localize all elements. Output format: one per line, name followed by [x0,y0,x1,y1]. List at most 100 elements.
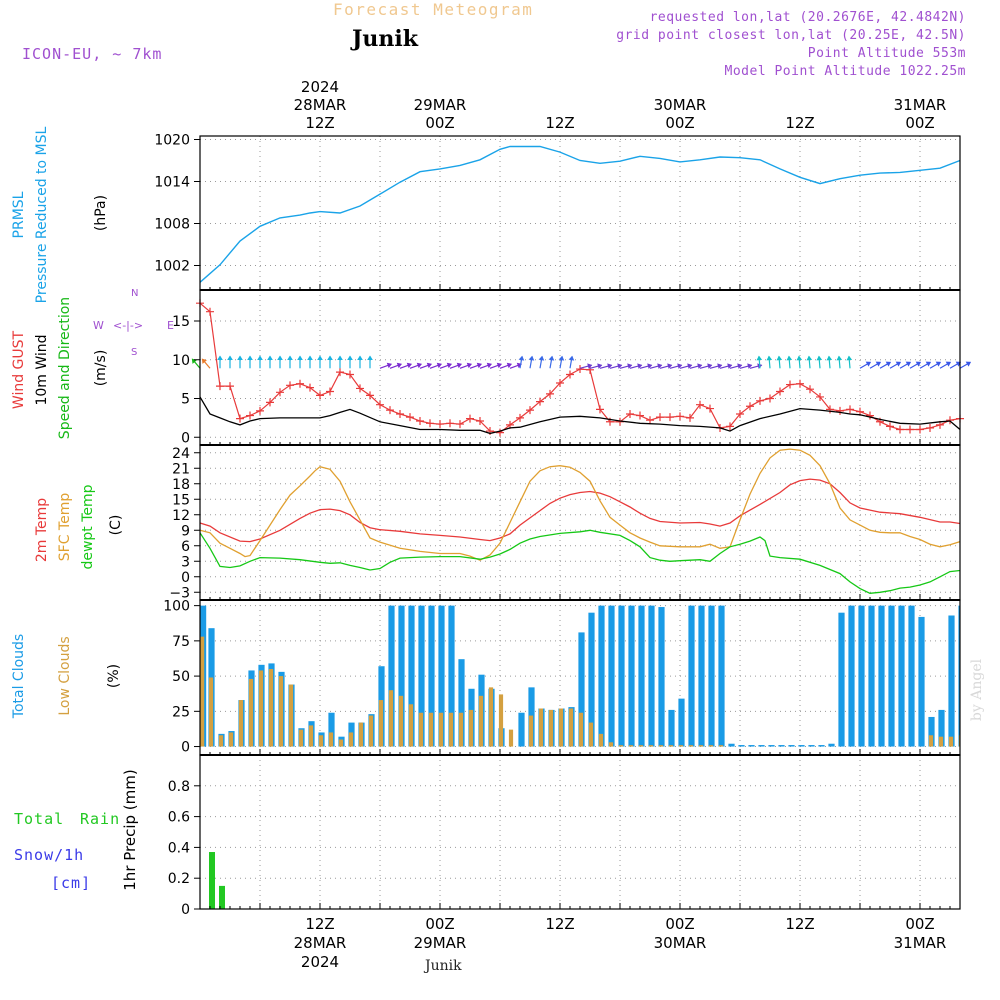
precip-ylabel: 1hr Precip (mm) [121,769,139,891]
total-cloud-bar [718,605,725,747]
gust-marker [726,422,734,431]
wind-direction-arrowhead [607,363,613,369]
total-cloud-bar [648,605,655,747]
prmsl-label: PRMSL [11,191,27,239]
wind-direction-arrowhead [396,362,402,369]
gust-marker [696,400,704,409]
wind-direction-arrowhead [558,355,565,361]
bottom-year-label: 2024 [301,953,339,971]
total-cloud-bar [678,698,685,747]
gust-marker [576,365,584,374]
clouds-ytick-label: 0 [181,740,190,756]
gust-marker [236,414,244,423]
wind-direction-arrowhead [836,355,843,361]
gust-marker [326,387,334,396]
low-cloud-bar [548,709,554,747]
low-cloud-bar [238,700,244,747]
gust-marker [566,370,574,379]
wind-direction-arrowhead [466,362,472,369]
gust-marker [736,410,744,418]
wind-direction-arrowhead [476,362,482,369]
wind-direction-arrowhead [756,355,763,361]
wind-direction-arrowhead [647,363,653,369]
total-cloud-bar [868,605,875,747]
total-cloud-bar [448,605,455,747]
low-cloud-bar [568,708,574,747]
temp-ytick-label: 18 [172,477,190,493]
temp-ytick-label: 9 [181,523,190,539]
gust-marker [386,406,394,415]
clouds-ytick-label: 75 [172,634,190,650]
wind-ytick-label: 15 [172,314,190,330]
gust-marker [436,420,444,429]
wind-direction-arrowhead [386,362,392,369]
gust-marker [456,420,464,429]
low-clouds-label: Low Clouds [57,636,73,716]
wind-direction-arrowhead [327,355,333,361]
precip-frame [199,754,961,910]
prmsl-line [199,145,961,283]
gust-label: Wind GUST [11,330,27,410]
wind-direction-arrowhead [816,355,823,361]
wind-direction-arrowhead [587,363,593,369]
total-cloud-bar [418,605,425,747]
snow-label: Snow/1h [14,846,85,864]
gridpoint-coords: grid point closest lon,lat (20.25E, 42.5… [616,28,966,43]
temp-ytick-label: 0 [181,570,190,586]
total-cloud-bar [588,612,595,747]
clouds-ytick-label: 100 [163,599,190,615]
wind-direction-arrowhead [201,358,207,364]
dewpt-line [199,529,961,594]
wind-direction-arrowhead [317,355,323,361]
low-cloud-bar [288,684,294,747]
wind-direction-arrowhead [496,362,502,369]
low-cloud-bar [248,678,254,747]
wind-direction-arrowhead [875,361,882,367]
temp-ytick-label: 24 [172,446,190,462]
gust-marker [806,385,814,394]
bottom-hour-label: 12Z [545,915,574,933]
total-cloud-bar [458,659,465,747]
low-cloud-bar [258,670,264,747]
low-cloud-bar [228,732,234,747]
wind-direction-arrowhead [806,355,813,361]
total-cloud-bar [798,745,805,747]
gust-marker [206,307,214,316]
low-cloud-bar [378,700,384,747]
low-cloud-bar [708,745,714,747]
wind-direction-arrowhead [227,355,233,361]
wind-direction-arrowhead [247,355,253,361]
gust-marker [346,370,354,379]
sfc-label: SFC Temp [57,492,73,562]
total-cloud-bar [818,745,825,747]
low-cloud-bar [358,722,364,747]
low-cloud-bar [388,690,394,747]
wind-direction-arrowhead [237,355,243,361]
bottom-hour-label: 12Z [305,915,334,933]
wind-direction-arrowhead [945,361,952,367]
total-cloud-bar [438,605,445,747]
top-date-label: 30MAR [654,96,707,114]
pressure-ytick-label: 1002 [154,259,190,275]
temp-ytick-label: 21 [172,461,190,477]
gust-marker [336,368,344,377]
total-cloud-bar [958,605,960,747]
top-date-label: 28MAR [294,96,347,114]
total-cloud-bar [898,605,905,747]
total-cloud-bar [328,712,335,747]
gust-marker [666,413,674,422]
winddir-label: Speed and Direction [57,296,73,440]
precip-ytick-label: 0.2 [168,871,190,887]
pressure-ytick-label: 1008 [154,217,190,233]
gust-marker [636,411,644,420]
low-cloud-bar [578,712,584,747]
wind-ytick-label: 5 [181,392,190,408]
wind-direction-arrowhead [885,361,892,367]
gust-marker [906,425,914,434]
footer-location: Junik [425,958,462,974]
gust-marker [266,398,274,407]
gust-marker [246,411,254,420]
gust-marker [796,379,804,388]
total-cloud-bar [858,605,865,747]
wind-ytick-label: 10 [172,353,190,369]
